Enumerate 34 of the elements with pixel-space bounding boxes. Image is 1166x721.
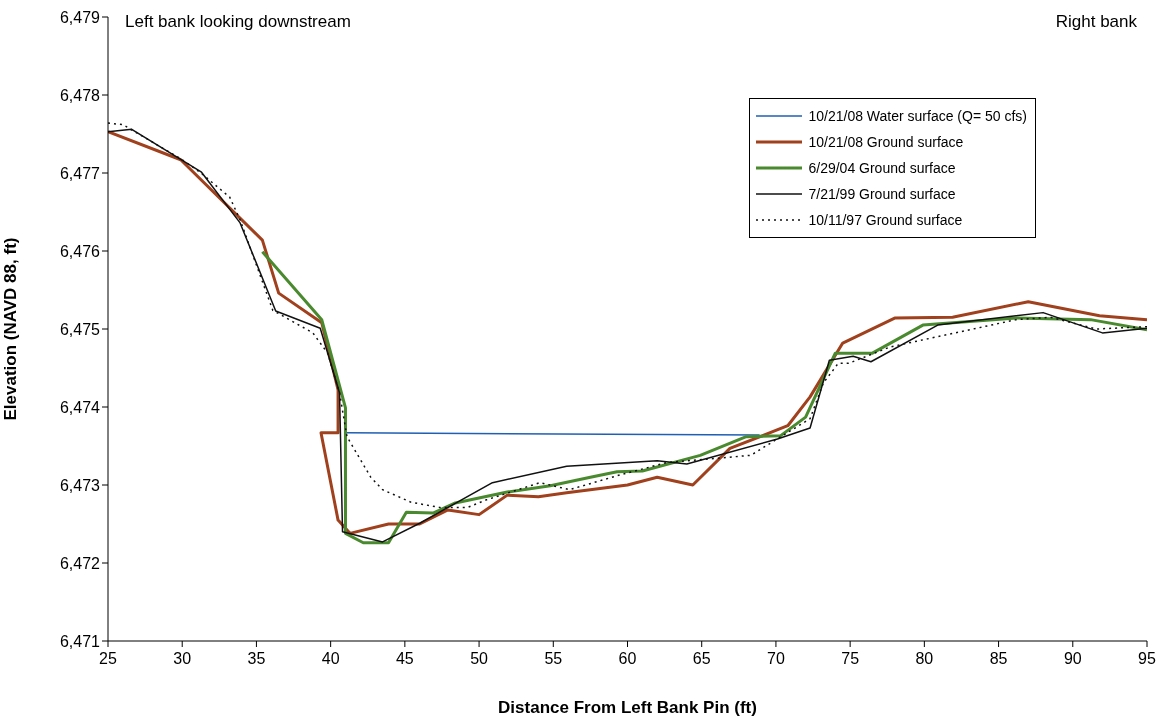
x-tick-label: 70 <box>767 650 785 668</box>
x-tick-label: 45 <box>395 650 414 668</box>
x-tick-label: 80 <box>915 650 934 668</box>
y-tick-label: 6,471 <box>59 632 101 650</box>
legend-label: 10/21/08 Ground surface <box>808 134 964 150</box>
y-tick-label: 6,479 <box>59 8 101 26</box>
x-tick-label: 85 <box>989 650 1008 668</box>
x-tick-label: 25 <box>99 650 117 668</box>
y-tick-label: 6,476 <box>59 242 101 260</box>
x-tick-label: 90 <box>1063 650 1082 668</box>
legend-label: 7/21/99 Ground surface <box>808 186 956 202</box>
y-tick-label: 6,474 <box>59 398 101 416</box>
y-tick-label: 6,478 <box>59 86 101 104</box>
annotation: Left bank looking downstream <box>125 12 351 32</box>
y-tick-label: 6,475 <box>59 320 101 338</box>
y-tick-label: 6,477 <box>59 164 101 182</box>
y-tick-label: 6,473 <box>59 476 101 494</box>
x-tick-label: 30 <box>173 650 192 668</box>
x-tick-label: 65 <box>692 650 711 668</box>
legend-label: 6/29/04 Ground surface <box>808 160 956 176</box>
x-tick-label: 35 <box>247 650 266 668</box>
legend-label: 10/21/08 Water surface (Q= 50 cfs) <box>808 108 1027 124</box>
x-tick-label: 55 <box>544 650 563 668</box>
x-tick-label: 95 <box>1138 650 1156 668</box>
x-tick-label: 50 <box>470 650 489 668</box>
legend-label: 10/11/97 Ground surface <box>808 212 963 228</box>
x-tick-label: 60 <box>618 650 637 668</box>
x-axis-title: Distance From Left Bank Pin (ft) <box>498 698 757 717</box>
line-series <box>260 250 1147 545</box>
x-tick-label: 75 <box>841 650 860 668</box>
x-tick-label: 40 <box>321 650 340 668</box>
y-tick-label: 6,472 <box>59 554 101 572</box>
annotation: Right bank <box>1055 12 1137 32</box>
y-axis-title: Elevation (NAVD 88, ft) <box>1 237 21 421</box>
